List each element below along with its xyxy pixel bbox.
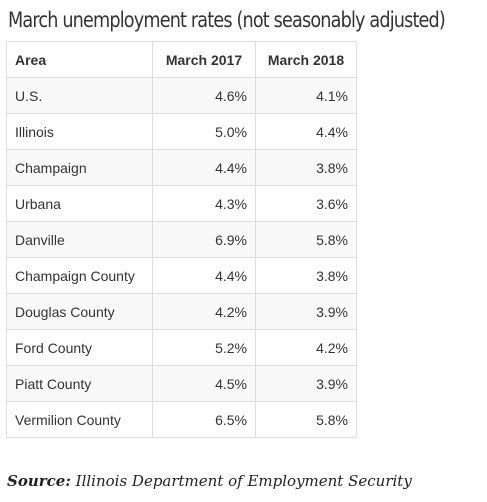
rate-2017-cell: 4.2% [152,293,256,330]
area-cell: Danville [6,221,153,258]
unemployment-table: Area March 2017 March 2018 U.S. 4.6% 4.1… [6,41,357,438]
table-row: Illinois 5.0% 4.4% [6,113,357,150]
area-cell: U.S. [6,77,153,114]
area-cell: Champaign County [6,257,153,294]
rate-2018-cell: 3.8% [255,257,357,294]
table-row: Champaign 4.4% 3.8% [6,149,357,186]
table-row: Urbana 4.3% 3.6% [6,185,357,222]
rate-2018-cell: 3.6% [255,185,357,222]
rate-2018-cell: 3.9% [255,293,357,330]
area-cell: Vermilion County [6,401,153,438]
table-row: Ford County 5.2% 4.2% [6,329,357,366]
column-header-march-2017: March 2017 [152,41,256,78]
rate-2017-cell: 4.4% [152,149,256,186]
rate-2018-cell: 4.1% [255,77,357,114]
rate-2018-cell: 3.9% [255,365,357,402]
unemployment-table-container: Area March 2017 March 2018 U.S. 4.6% 4.1… [6,41,357,438]
rate-2017-cell: 4.4% [152,257,256,294]
table-row: Danville 6.9% 5.8% [6,221,357,258]
column-header-area: Area [6,41,153,78]
table-row: Vermilion County 6.5% 5.8% [6,401,357,438]
area-cell: Illinois [6,113,153,150]
rate-2017-cell: 5.0% [152,113,256,150]
area-cell: Piatt County [6,365,153,402]
rate-2018-cell: 5.8% [255,401,357,438]
column-header-march-2018: March 2018 [255,41,357,78]
area-cell: Ford County [6,329,153,366]
rate-2018-cell: 4.4% [255,113,357,150]
source-label: Source: [7,472,71,490]
page-title: March unemployment rates (not seasonably… [8,8,446,32]
rate-2017-cell: 5.2% [152,329,256,366]
rate-2018-cell: 4.2% [255,329,357,366]
area-cell: Urbana [6,185,153,222]
rate-2017-cell: 4.6% [152,77,256,114]
rate-2017-cell: 4.5% [152,365,256,402]
rate-2017-cell: 4.3% [152,185,256,222]
source-text: Illinois Department of Employment Securi… [70,472,412,490]
table-row: U.S. 4.6% 4.1% [6,77,357,114]
rate-2018-cell: 3.8% [255,149,357,186]
rate-2017-cell: 6.9% [152,221,256,258]
source-note: Source: Illinois Department of Employmen… [7,472,412,490]
table-row: Champaign County 4.4% 3.8% [6,257,357,294]
area-cell: Douglas County [6,293,153,330]
table-row: Piatt County 4.5% 3.9% [6,365,357,402]
table-row: Douglas County 4.2% 3.9% [6,293,357,330]
rate-2018-cell: 5.8% [255,221,357,258]
rate-2017-cell: 6.5% [152,401,256,438]
area-cell: Champaign [6,149,153,186]
table-header-row: Area March 2017 March 2018 [6,41,357,78]
